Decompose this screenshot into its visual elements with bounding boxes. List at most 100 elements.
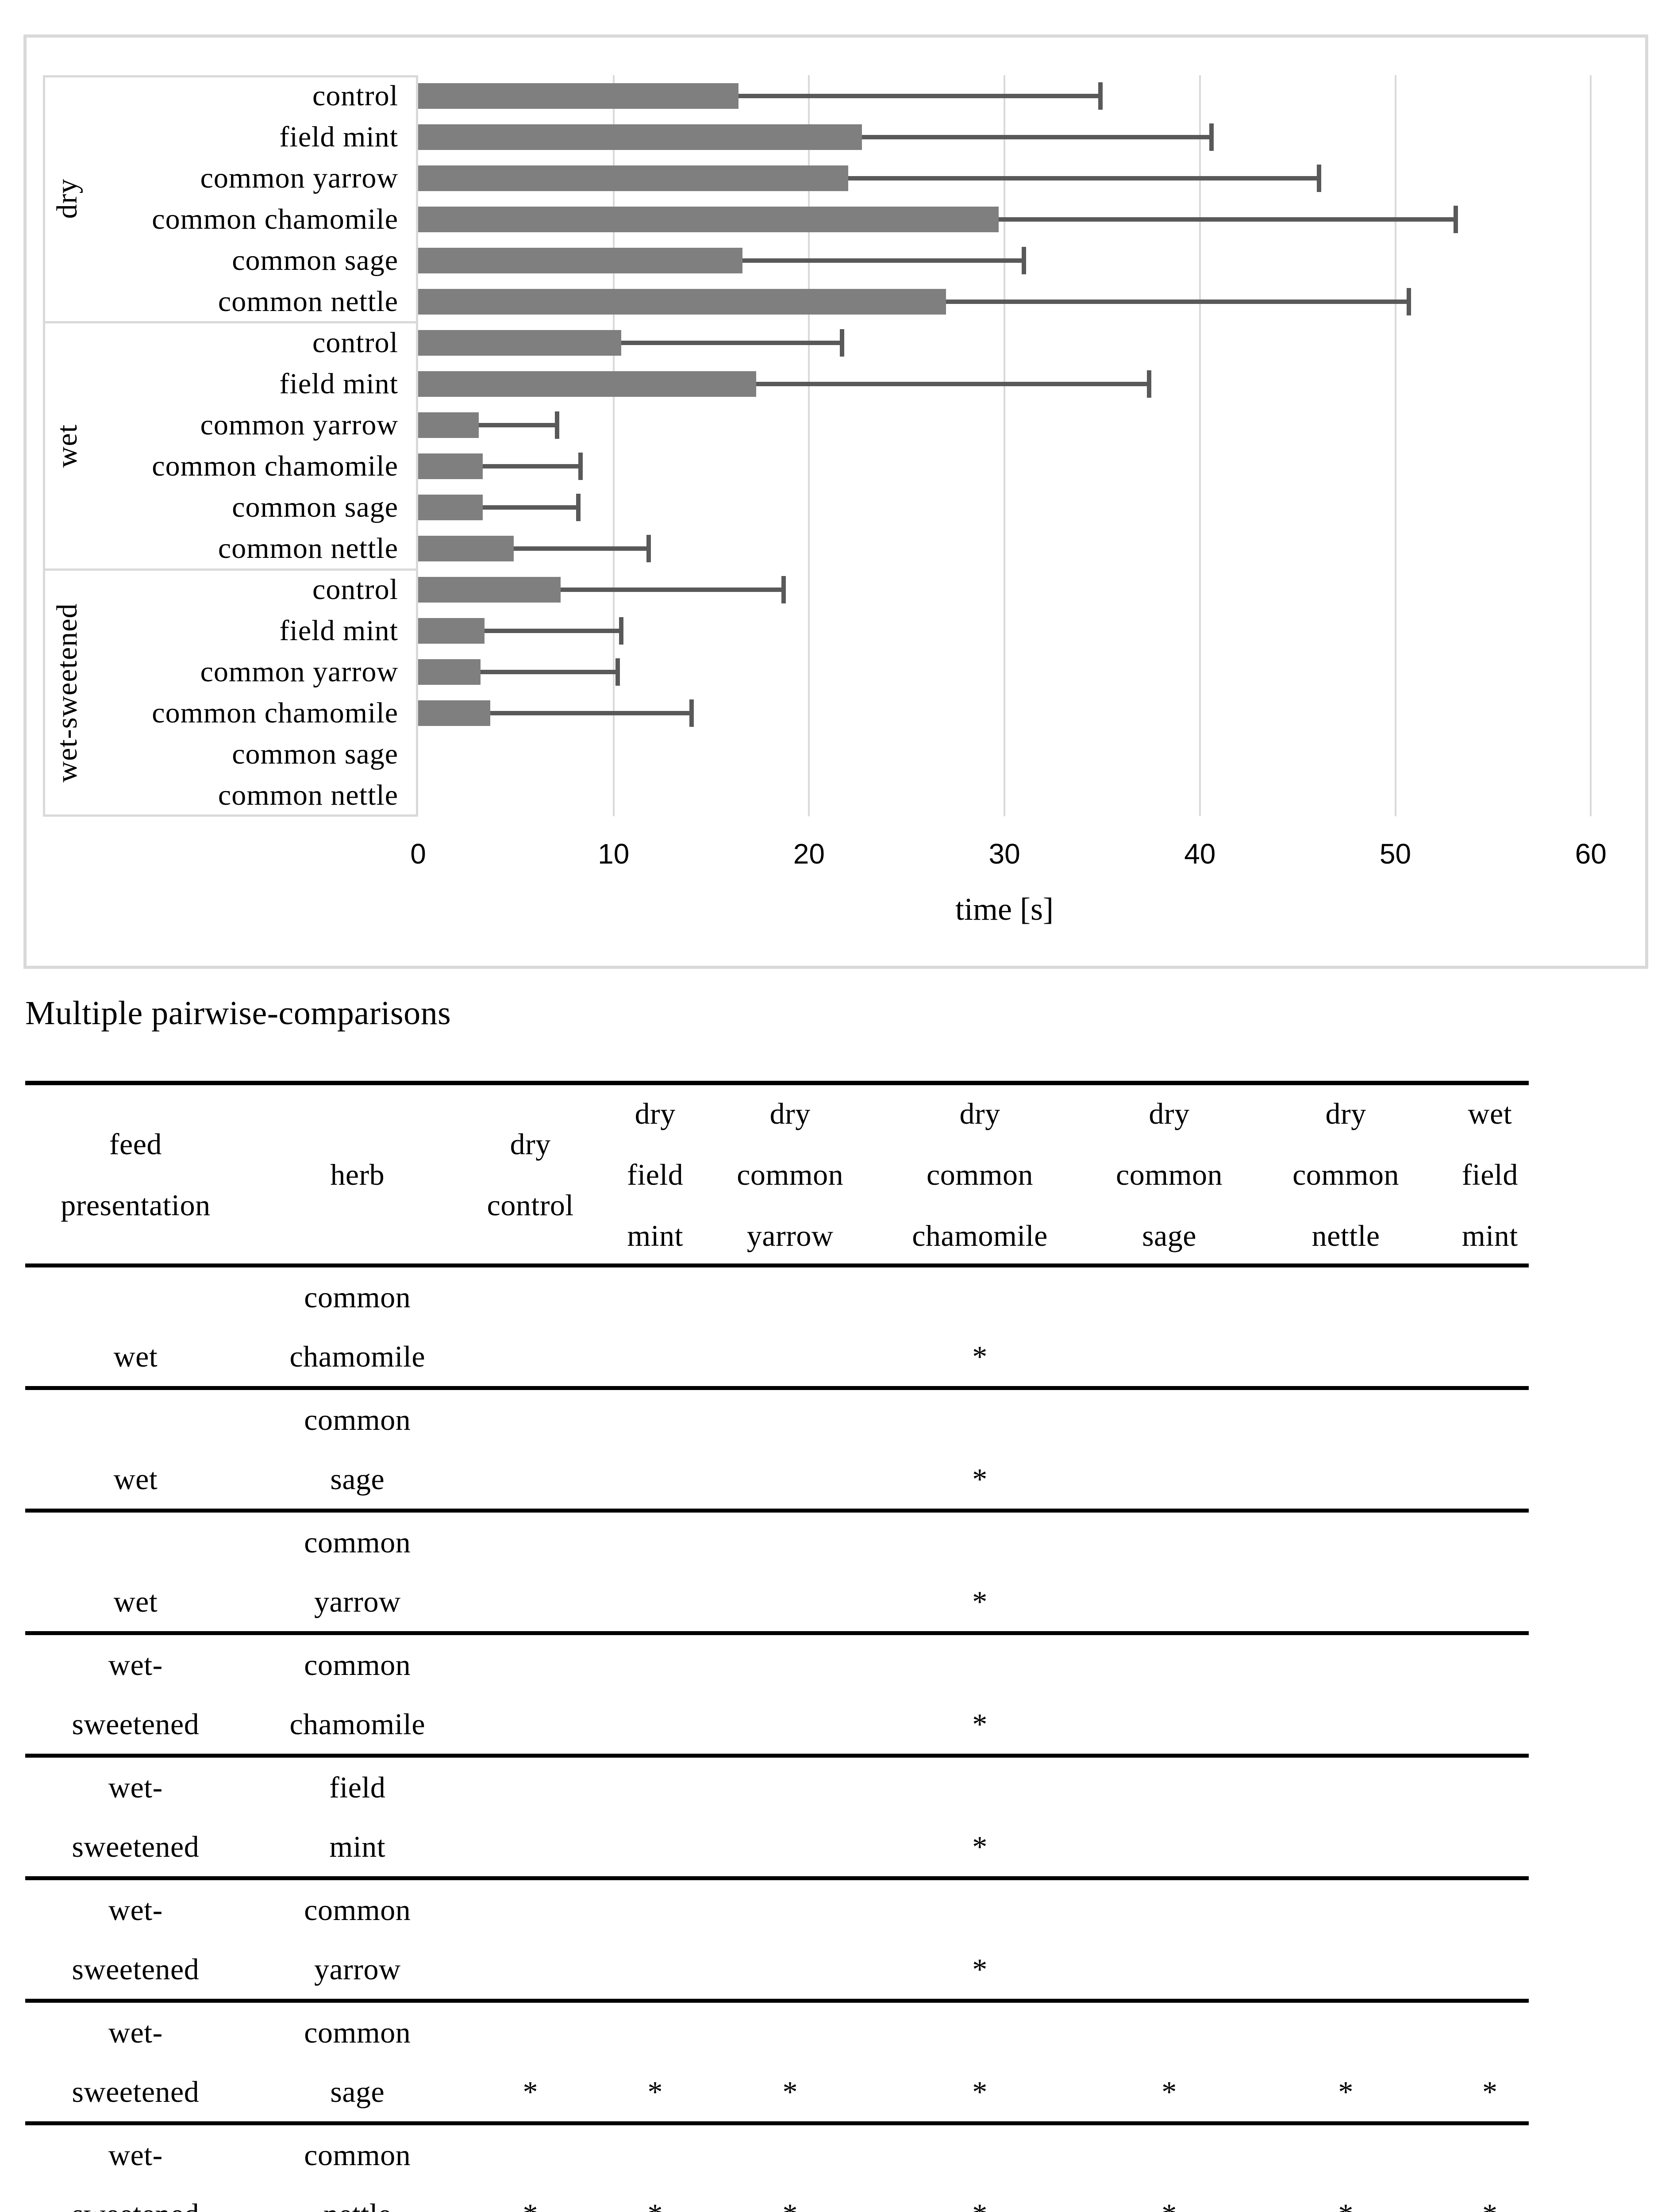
error-bar xyxy=(561,588,784,592)
significance-cell xyxy=(1241,1390,1451,1509)
bar-dry-common chamomile xyxy=(418,206,999,232)
x-tick-50: 50 xyxy=(1379,838,1411,870)
header-cell-dry-common-sage: dry common sage xyxy=(1098,1085,1240,1263)
category-label: common chamomile xyxy=(152,697,398,730)
mark-line xyxy=(1342,1449,1350,1509)
significance-cell xyxy=(592,1390,719,1509)
significance-cell: * xyxy=(1451,2003,1529,2121)
bar-wet-common chamomile xyxy=(418,453,483,480)
mark-line xyxy=(527,1267,535,1327)
mark-line: * xyxy=(972,1830,988,1863)
group-divider xyxy=(43,568,418,571)
header-line: field xyxy=(1461,1157,1518,1191)
mark-line xyxy=(786,1694,794,1754)
significance-cell xyxy=(719,1880,862,1999)
error-bar-cap xyxy=(1022,246,1027,274)
mark-line xyxy=(1165,1327,1173,1386)
significance-cell: * xyxy=(469,2003,592,2121)
mark-line xyxy=(651,1694,659,1754)
header-line: dry xyxy=(510,1127,551,1161)
feed-line: wet- xyxy=(108,2138,163,2172)
feed-line xyxy=(132,1513,140,1572)
mark-line xyxy=(651,1513,659,1572)
mark-line: * xyxy=(1338,2075,1354,2108)
table-row: wet-sweetened common yarrow * xyxy=(25,1880,1529,2003)
mark-line xyxy=(1342,2003,1350,2062)
header-line: mint xyxy=(1461,1218,1518,1252)
header-cell-dry-control: dry control xyxy=(469,1085,592,1263)
mark-line xyxy=(651,1327,659,1386)
mark-line xyxy=(1342,1635,1350,1694)
mark-line xyxy=(1165,1635,1173,1694)
error-bar xyxy=(946,299,1409,304)
bar-dry-common sage xyxy=(418,247,743,273)
mark-line xyxy=(1486,1390,1494,1449)
significance-cell: * xyxy=(592,2125,719,2212)
mark-line xyxy=(1486,1939,1494,1999)
significance-cell xyxy=(1241,1880,1451,1999)
gridline-30 xyxy=(1004,75,1006,816)
significance-cell xyxy=(469,1880,592,1999)
mark-line: * xyxy=(972,1707,988,1741)
category-label: control xyxy=(312,79,398,112)
mark-line: * xyxy=(523,2185,538,2212)
significance-cell: * xyxy=(1241,2125,1451,2212)
feed-line: sweetened xyxy=(72,2185,200,2212)
mark-line xyxy=(527,1572,535,1631)
significance-cell xyxy=(1451,1880,1529,1999)
significance-cell xyxy=(592,1758,719,1876)
error-bar-cap xyxy=(1146,370,1151,398)
herb-line: sage xyxy=(330,2075,385,2108)
error-bar xyxy=(848,176,1319,180)
time-bar-chart: dry wet wet-sweetened control field mint comm… xyxy=(0,0,1673,995)
significance-cell: * xyxy=(1098,2003,1240,2121)
error-bar xyxy=(861,134,1212,139)
mark-line xyxy=(1486,1758,1494,1817)
mark-line xyxy=(1165,1694,1173,1754)
mark-line xyxy=(527,2003,535,2062)
header-line: common xyxy=(1292,1157,1400,1191)
herb-cell: common chamomile xyxy=(246,1635,469,1754)
significance-cell xyxy=(719,1267,862,1386)
mark-line xyxy=(1342,1880,1350,1939)
bar-wet-common sage xyxy=(418,495,483,521)
herb-line: sage xyxy=(330,1462,385,1496)
significance-cell: * xyxy=(719,2003,862,2121)
error-bar xyxy=(481,670,618,675)
significance-cell: * xyxy=(719,2125,862,2212)
significance-cell xyxy=(1451,1758,1529,1876)
header-line: dry xyxy=(1325,1096,1366,1130)
bar-wet-sweetened-field mint xyxy=(418,618,485,644)
error-bar xyxy=(485,629,622,634)
header-line: common xyxy=(737,1157,844,1191)
significance-cell: * xyxy=(862,1267,1098,1386)
table-row: wet-sweetened common nettle * * * * * * * xyxy=(25,2125,1529,2212)
x-tick-40: 40 xyxy=(1184,838,1216,870)
mark-line xyxy=(527,1327,535,1386)
significance-cell xyxy=(1451,1513,1529,1631)
mark-line xyxy=(527,1449,535,1509)
herb-line: common xyxy=(304,1403,411,1436)
table-row: wet common sage * xyxy=(25,1390,1529,1513)
bar-dry-control xyxy=(418,83,739,109)
gridline-10 xyxy=(612,75,615,816)
mark-line xyxy=(1165,1267,1173,1327)
x-axis-title: time [s] xyxy=(955,891,1054,927)
table-row: wet common chamomile * xyxy=(25,1267,1529,1390)
error-bar-cap xyxy=(619,617,624,645)
significance-cell xyxy=(592,1635,719,1754)
feed-presentation-cell: wet-sweetened xyxy=(25,1880,246,1999)
significance-cell xyxy=(1451,1390,1529,1509)
header-cell-dry-common-chamomile: dry common chamomile xyxy=(862,1085,1098,1263)
significance-cell: * xyxy=(862,1758,1098,1876)
herb-line: common xyxy=(304,1648,411,1682)
category-label: common nettle xyxy=(218,285,398,318)
mark-line xyxy=(976,1267,984,1327)
significance-cell: * xyxy=(862,1635,1098,1754)
mark-line xyxy=(786,1267,794,1327)
category-label: common yarrow xyxy=(200,408,398,441)
table-title: Multiple pairwise-comparisons xyxy=(25,995,451,1032)
mark-line xyxy=(527,2125,535,2185)
mark-line xyxy=(1165,1880,1173,1939)
